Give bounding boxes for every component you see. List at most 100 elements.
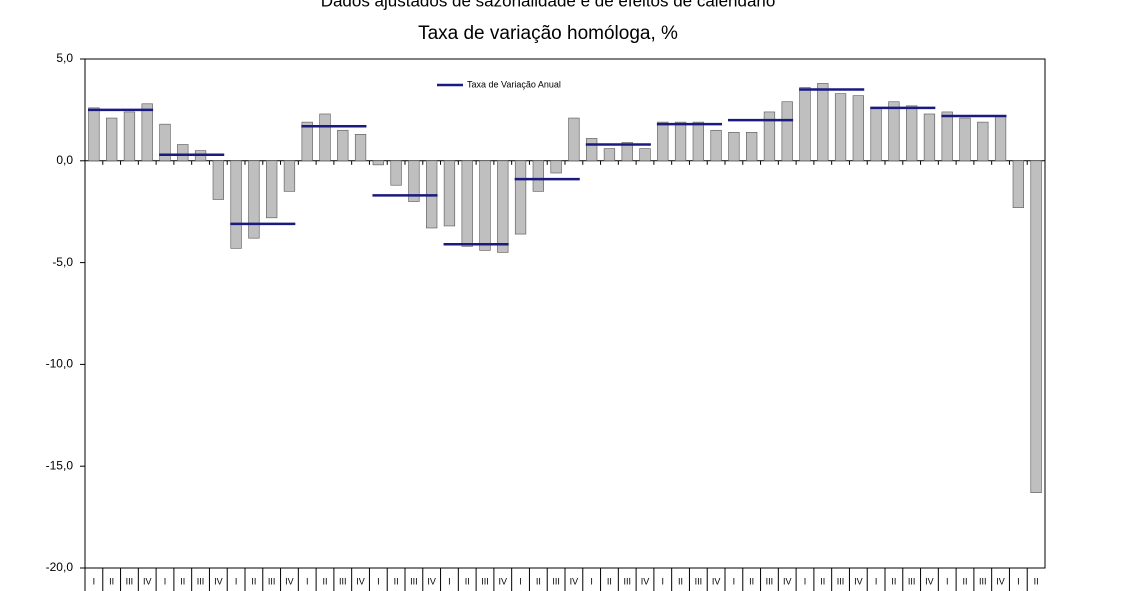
x-tick-label: III — [908, 576, 916, 586]
x-tick-label: II — [251, 576, 256, 586]
bar — [959, 117, 971, 162]
x-tick-label: I — [235, 576, 238, 586]
bar — [639, 148, 651, 162]
bar — [212, 160, 224, 200]
bar — [177, 144, 189, 162]
plot-area — [84, 58, 1046, 569]
bar — [888, 101, 900, 162]
x-tick-label: III — [126, 576, 134, 586]
x-tick-label: IV — [854, 576, 863, 586]
bar — [834, 93, 847, 162]
bar — [550, 160, 562, 174]
x-tick-label: I — [590, 576, 593, 586]
bar — [106, 117, 118, 162]
x-tick-label: III — [268, 576, 276, 586]
x-tick-label: IV — [356, 576, 365, 586]
x-tick-label: I — [946, 576, 949, 586]
bar — [248, 160, 260, 239]
x-tick-label: I — [804, 576, 807, 586]
bar — [977, 121, 989, 162]
bar — [941, 111, 953, 162]
bar — [781, 101, 793, 162]
bar — [497, 160, 509, 253]
x-tick-label: III — [197, 576, 205, 586]
x-tick-label: II — [962, 576, 967, 586]
bar — [319, 113, 331, 162]
x-tick-label: III — [552, 576, 560, 586]
x-tick-label: II — [109, 576, 114, 586]
bar — [994, 115, 1007, 162]
bar — [674, 121, 687, 162]
x-tick-label: III — [766, 576, 774, 586]
bar — [159, 123, 171, 162]
x-tick-label: IV — [285, 576, 294, 586]
bar — [461, 160, 473, 247]
bar — [763, 111, 776, 162]
bar — [123, 111, 136, 162]
bar — [746, 131, 758, 162]
x-tick-label: II — [749, 576, 754, 586]
x-tick-label: II — [536, 576, 541, 586]
y-tick-label: 0,0 — [56, 153, 73, 167]
y-tick-label: -5,0 — [52, 255, 73, 269]
y-tick-label: 5,0 — [56, 51, 73, 65]
bar — [923, 113, 936, 162]
x-tick-label: II — [322, 576, 327, 586]
x-tick-label: IV — [925, 576, 934, 586]
bar — [906, 105, 918, 162]
x-tick-label: I — [448, 576, 451, 586]
x-tick-label: IV — [143, 576, 152, 586]
x-tick-label: II — [820, 576, 825, 586]
y-tick-label: -20,0 — [46, 560, 74, 574]
bar — [266, 160, 278, 219]
x-tick-label: III — [695, 576, 703, 586]
x-tick-label: II — [607, 576, 612, 586]
x-tick-label: II — [891, 576, 896, 586]
x-tick-label: II — [678, 576, 683, 586]
x-tick-label: I — [1017, 576, 1020, 586]
bar — [852, 95, 864, 162]
bar — [817, 83, 829, 162]
x-tick-label: II — [180, 576, 185, 586]
bar — [230, 160, 242, 249]
x-tick-label: I — [306, 576, 309, 586]
bar — [337, 129, 349, 162]
bar — [408, 160, 420, 202]
x-tick-label: I — [662, 576, 665, 586]
bar — [870, 107, 882, 162]
x-tick-label: I — [93, 576, 96, 586]
bar — [621, 142, 633, 162]
x-tick-label: IV — [712, 576, 721, 586]
bar — [799, 87, 811, 162]
x-tick-label: III — [837, 576, 845, 586]
x-tick-label: IV — [996, 576, 1005, 586]
chart-subtitle: Dados ajustados de sazonalidade e de efe… — [321, 0, 776, 10]
legend-label: Taxa de Variação Anual — [467, 79, 561, 89]
bar — [479, 160, 491, 251]
x-tick-label: III — [979, 576, 987, 586]
x-tick-label: I — [733, 576, 736, 586]
bar — [443, 160, 456, 227]
x-tick-label: IV — [214, 576, 223, 586]
x-tick-label: I — [519, 576, 522, 586]
x-tick-label: III — [410, 576, 418, 586]
x-tick-label: III — [623, 576, 631, 586]
bar — [354, 134, 367, 162]
x-tick-label: IV — [427, 576, 436, 586]
x-tick-label: I — [164, 576, 167, 586]
bar — [514, 160, 527, 235]
x-tick-label: IV — [641, 576, 650, 586]
x-tick-label: IV — [499, 576, 508, 586]
bar — [568, 117, 580, 162]
x-tick-label: I — [875, 576, 878, 586]
bar — [301, 121, 313, 162]
bar — [692, 121, 704, 162]
x-tick-label: IV — [570, 576, 579, 586]
x-tick-label: III — [339, 576, 347, 586]
bar — [141, 103, 153, 162]
x-tick-label: II — [394, 576, 399, 586]
bar — [88, 107, 100, 162]
y-tick-label: -10,0 — [46, 357, 74, 371]
bar — [1030, 160, 1042, 493]
